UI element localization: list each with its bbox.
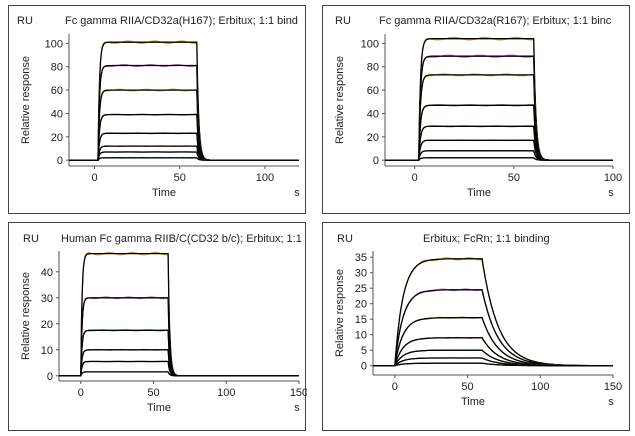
x-tick-label: 0 bbox=[392, 381, 398, 393]
series-line-fit-1 bbox=[59, 252, 299, 377]
series-line-fit-5 bbox=[59, 360, 299, 377]
series-line-data-4 bbox=[69, 113, 299, 161]
chart-panel-2: 0 20 40 60 80 100 0 50 100 Time s Relative response… bbox=[322, 5, 630, 214]
series-line-fit-4 bbox=[69, 113, 299, 161]
y-tick-label: 10 bbox=[355, 330, 367, 342]
y-tick-label: 20 bbox=[355, 299, 367, 311]
y-axis-label: Relative response bbox=[334, 56, 346, 144]
x-tick-label: 100 bbox=[604, 172, 622, 184]
y-tick-label: 30 bbox=[355, 268, 367, 280]
chart-panel-4: 0 5 10 15 20 25 30 35 0 50 100 150 Time s Relative res… bbox=[322, 222, 630, 431]
y-tick-label: 60 bbox=[51, 85, 63, 97]
chart-title: Fc gamma RIIA/CD32a(H167); Erbitux; 1:1 … bbox=[65, 15, 298, 27]
y-tick-label: 35 bbox=[355, 252, 367, 264]
x-tick-label: 150 bbox=[290, 387, 307, 399]
series-line-fit-1 bbox=[69, 41, 299, 161]
chart-plot-2: 0 20 40 60 80 100 0 50 100 Time s Relative response bbox=[334, 34, 622, 199]
series-line-fit-2 bbox=[59, 297, 299, 377]
y-unit-label: RU bbox=[337, 233, 353, 245]
y-tick-label: 40 bbox=[367, 108, 379, 120]
series-line-data-3 bbox=[69, 88, 299, 161]
y-tick-label: 100 bbox=[361, 38, 379, 50]
y-axis-label: Relative response bbox=[334, 269, 346, 357]
series-line-fit-8 bbox=[385, 157, 613, 161]
y-tick-label: 60 bbox=[367, 85, 379, 97]
y-axis-label: Relative response bbox=[20, 56, 32, 144]
y-unit-label: RU bbox=[335, 15, 351, 27]
y-unit-label: RU bbox=[23, 233, 39, 245]
y-tick-label: 5 bbox=[361, 345, 367, 357]
x-unit-label: s bbox=[294, 402, 300, 414]
series-line-fit-7 bbox=[69, 151, 299, 161]
x-tick-label: 0 bbox=[78, 387, 84, 399]
y-tick-label: 30 bbox=[41, 293, 53, 305]
chart-title: Human Fc gamma RIIB/C(CD32 b/c); Erbitux… bbox=[61, 233, 301, 245]
y-tick-label: 40 bbox=[41, 267, 53, 279]
series-line-fit-7 bbox=[373, 362, 613, 367]
series-line-fit-8 bbox=[69, 157, 299, 161]
chart-panel-3: 0 10 20 30 40 0 50 100 150 Time s Relative response… bbox=[8, 222, 307, 431]
x-tick-label: 50 bbox=[174, 172, 186, 184]
x-tick-label: 50 bbox=[508, 172, 520, 184]
x-unit-label: s bbox=[294, 187, 300, 199]
series-line-fit-1 bbox=[373, 258, 613, 367]
series-line-data-1 bbox=[59, 251, 299, 377]
y-tick-label: 0 bbox=[373, 155, 379, 167]
y-tick-label: 25 bbox=[355, 283, 367, 295]
chart-plot-4: 0 5 10 15 20 25 30 35 0 50 100 150 Time s Relative res… bbox=[334, 251, 622, 408]
chart-title: Fc gamma RIIA/CD32a(R167); Erbitux; 1:1 … bbox=[379, 15, 612, 27]
y-tick-label: 0 bbox=[361, 361, 367, 373]
x-tick-label: 50 bbox=[461, 381, 473, 393]
chart-plot-1: 0 20 40 60 80 100 0 50 100 Time s Relative response bbox=[20, 34, 300, 199]
y-tick-label: 80 bbox=[367, 62, 379, 74]
series-line-data-3 bbox=[59, 329, 299, 377]
y-tick-label: 40 bbox=[51, 108, 63, 120]
series-line-data-2 bbox=[59, 296, 299, 377]
x-tick-label: 50 bbox=[147, 387, 159, 399]
series-line-data-1 bbox=[69, 40, 299, 161]
y-unit-label: RU bbox=[17, 15, 33, 27]
y-axis-label: Relative response bbox=[20, 272, 32, 360]
x-unit-label: s bbox=[608, 187, 614, 199]
series-line-fit-3 bbox=[69, 89, 299, 161]
series-line-fit-6 bbox=[59, 371, 299, 377]
y-tick-label: 0 bbox=[57, 155, 63, 167]
x-tick-label: 100 bbox=[256, 172, 274, 184]
y-tick-label: 20 bbox=[41, 319, 53, 331]
series-line-data-7 bbox=[69, 151, 299, 161]
series-line-fit-3 bbox=[59, 329, 299, 377]
y-tick-label: 80 bbox=[51, 62, 63, 74]
x-tick-label: 100 bbox=[531, 381, 549, 393]
y-tick-label: 20 bbox=[367, 132, 379, 144]
x-tick-label: 0 bbox=[91, 172, 97, 184]
series-line-fit-2 bbox=[373, 289, 613, 367]
y-tick-label: 0 bbox=[47, 371, 53, 383]
y-tick-label: 20 bbox=[51, 132, 63, 144]
x-tick-label: 0 bbox=[412, 172, 418, 184]
x-axis-label: Time bbox=[147, 402, 171, 414]
x-tick-label: 150 bbox=[604, 381, 622, 393]
x-axis-label: Time bbox=[152, 187, 176, 199]
x-axis-label: Time bbox=[461, 396, 485, 408]
y-tick-label: 100 bbox=[45, 38, 63, 50]
x-axis-label: Time bbox=[467, 187, 491, 199]
chart-plot-3: 0 10 20 30 40 0 50 100 150 Time s Relative response bbox=[20, 251, 307, 414]
x-tick-label: 100 bbox=[217, 387, 235, 399]
series-line-data-5 bbox=[59, 360, 299, 377]
y-tick-label: 10 bbox=[41, 345, 53, 357]
y-tick-label: 15 bbox=[355, 314, 367, 326]
chart-title: Erbitux; FcRn; 1:1 binding bbox=[423, 233, 550, 245]
chart-panel-1: 0 20 40 60 80 100 0 50 100 Time s Relative response… bbox=[8, 5, 306, 214]
x-unit-label: s bbox=[608, 396, 614, 408]
